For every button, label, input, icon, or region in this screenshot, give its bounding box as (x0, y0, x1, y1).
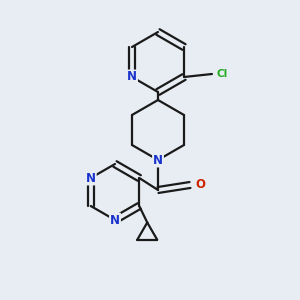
Text: O: O (195, 178, 205, 191)
Text: N: N (127, 70, 137, 83)
Text: Cl: Cl (216, 69, 228, 79)
Text: N: N (153, 154, 163, 166)
Text: N: N (86, 172, 96, 184)
Text: N: N (110, 214, 120, 226)
